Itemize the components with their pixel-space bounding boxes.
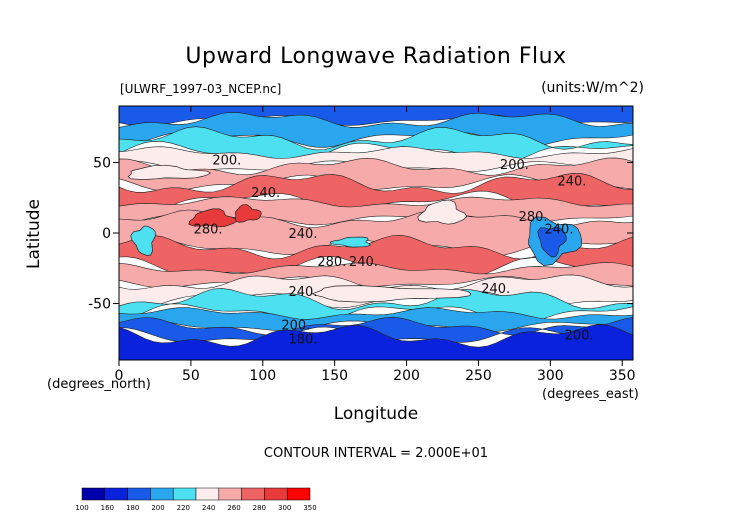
colorbar-swatch xyxy=(81,487,106,501)
dataset-filename: [ULWRF_1997-03_NCEP.nc] xyxy=(120,82,282,96)
x-tick-label: 150 xyxy=(321,368,348,384)
colorbar-swatch xyxy=(195,487,220,501)
colorbar-tick-label: 280 xyxy=(253,504,266,512)
colorbar-swatch xyxy=(264,487,288,501)
colorbar-swatch xyxy=(127,487,151,501)
colorbar-tick-label: 300 xyxy=(278,504,291,512)
colorbar-tick-label: 220 xyxy=(177,504,190,512)
y-unit-note: (degrees_north) xyxy=(47,377,151,392)
heatmap-feature xyxy=(130,225,156,256)
contour-label: 240. xyxy=(289,227,318,242)
contour-label: 200. xyxy=(565,329,594,344)
contour-label: 240. xyxy=(545,223,574,238)
x-tick-label: 50 xyxy=(182,368,200,384)
contour-label: 240. xyxy=(349,255,378,270)
y-tick-label: 0 xyxy=(102,226,111,242)
x-tick-label: 100 xyxy=(249,368,276,384)
colorbar-swatch xyxy=(241,487,265,501)
contour-label: 280. xyxy=(317,255,346,270)
colorbar-swatch xyxy=(104,487,128,501)
heatmap-feature xyxy=(537,226,567,258)
contour-label: 280. xyxy=(194,223,223,238)
contour-label: 240. xyxy=(251,186,280,201)
heatmap-band xyxy=(119,106,633,127)
x-unit-note: (degrees_east) xyxy=(542,387,639,402)
contour-label: 200. xyxy=(500,158,529,173)
x-tick-label: 200 xyxy=(393,368,420,384)
colorbar-tick-label: 260 xyxy=(227,504,240,512)
colorbar-tick-label: 350 xyxy=(303,504,316,512)
contour-label: 280. xyxy=(519,210,548,225)
x-tick-label: 250 xyxy=(465,368,492,384)
heatmap-feature xyxy=(329,236,372,248)
colorbar-swatch xyxy=(150,487,174,501)
heatmap-band xyxy=(119,172,633,215)
colorbar-swatch xyxy=(218,487,242,501)
contour-label: 200. xyxy=(281,319,310,334)
colorbar-tick-label: 180 xyxy=(126,504,139,512)
heatmap-feature xyxy=(311,285,472,303)
colorbar-tick-label: 200 xyxy=(151,504,164,512)
heatmap-feature xyxy=(188,208,237,228)
heatmap-field xyxy=(119,106,633,360)
colorbar-tick-label: 240 xyxy=(202,504,215,512)
heatmap-feature xyxy=(417,199,468,225)
contour-label: 240. xyxy=(481,282,510,297)
y-tick-label: -50 xyxy=(88,297,111,313)
contour-label: 200. xyxy=(212,154,241,169)
x-tick-label: 300 xyxy=(537,368,564,384)
heatmap-band xyxy=(119,324,633,360)
contour-label: 180. xyxy=(289,333,318,348)
heatmap-feature xyxy=(127,164,212,180)
colorbar-swatch xyxy=(172,487,197,501)
x-axis-label: Longitude xyxy=(333,404,419,424)
colorbar-tick-label: 160 xyxy=(101,504,114,512)
heatmap-band xyxy=(119,209,633,257)
units-label: (units:W/m^2) xyxy=(541,80,644,96)
y-tick-label: 50 xyxy=(93,155,111,171)
x-tick-label: 350 xyxy=(609,368,636,384)
colorbar-swatch xyxy=(286,487,311,501)
contour-interval-note: CONTOUR INTERVAL = 2.000E+01 xyxy=(263,446,489,461)
heatmap-feature xyxy=(235,204,262,223)
chart-title: Upward Longwave Radiation Flux xyxy=(185,44,567,69)
contour-label: 240. xyxy=(289,285,318,300)
colorbar-tick-label: 100 xyxy=(75,504,88,512)
contour-label: 240. xyxy=(557,175,586,190)
x-tick-label: 0 xyxy=(115,368,124,384)
